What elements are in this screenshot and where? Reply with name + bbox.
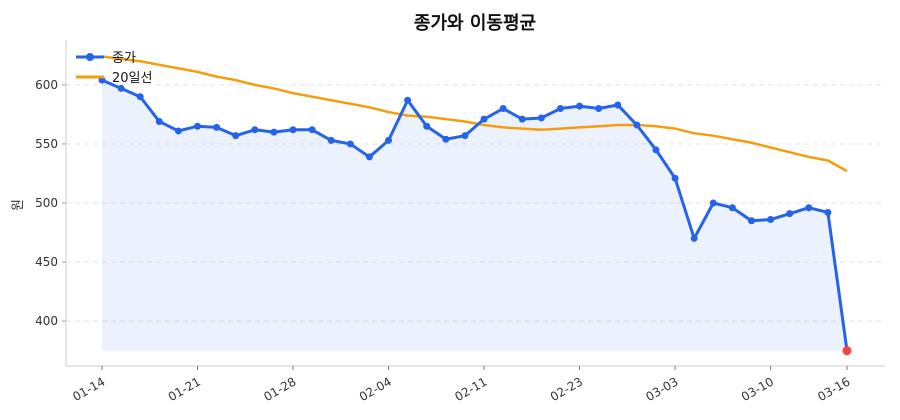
close-point (442, 135, 450, 143)
close-point (633, 121, 641, 129)
close-point (327, 136, 335, 144)
chart-title: 종가와 이동평균 (414, 13, 536, 34)
close-point (174, 127, 182, 135)
close-last-point (842, 346, 852, 356)
close-point (289, 126, 297, 134)
close-point (747, 217, 755, 225)
close-point (480, 115, 488, 123)
close-point (194, 122, 202, 130)
y-tick-label: 500 (35, 196, 58, 210)
close-point (652, 146, 660, 154)
y-tick-label: 450 (35, 255, 58, 269)
x-tick-label: 02-23 (548, 374, 585, 404)
ma20-line (101, 55, 848, 173)
close-point (556, 105, 564, 113)
y-tick-label: 550 (35, 137, 58, 151)
close-point (595, 105, 603, 113)
close-point (308, 126, 316, 134)
close-point (824, 208, 832, 216)
close-point (213, 123, 221, 131)
close-point (251, 126, 259, 134)
close-point (728, 204, 736, 212)
legend: 종가 20일선 (76, 51, 152, 86)
close-point (786, 210, 794, 218)
close-point (671, 174, 679, 182)
close-point (117, 84, 125, 92)
close-point (499, 105, 507, 113)
close-point (232, 132, 240, 140)
x-tick-label: 02-11 (452, 374, 489, 404)
legend-marker-close (86, 53, 94, 61)
close-point (155, 118, 163, 125)
legend-label-close: 종가 (112, 51, 136, 66)
close-area-fill (102, 80, 847, 351)
close-point (365, 153, 373, 161)
close-point (805, 204, 813, 212)
x-tick-label: 02-04 (357, 374, 394, 404)
close-point (461, 132, 469, 140)
x-tick-label: 01-21 (166, 374, 203, 404)
close-point (537, 114, 545, 122)
x-tick-label: 03-16 (815, 374, 852, 404)
x-tick-label: 03-10 (739, 374, 776, 404)
y-tick-label: 400 (35, 314, 58, 328)
close-point (576, 102, 584, 110)
y-tick-label: 600 (35, 78, 58, 92)
close-point (614, 101, 622, 109)
close-point (404, 96, 412, 104)
close-point (690, 234, 698, 242)
legend-label-ma20: 20일선 (112, 71, 152, 86)
close-point (136, 93, 144, 101)
close-point (423, 122, 431, 130)
y-axis-label: 원 (11, 199, 26, 211)
x-tick-label: 01-28 (261, 374, 298, 404)
close-point (767, 216, 775, 224)
close-point (270, 128, 278, 136)
close-point (346, 140, 354, 148)
close-line (101, 78, 849, 351)
close-point (709, 199, 717, 207)
x-tick-label: 01-14 (70, 374, 107, 404)
x-tick-label: 03-03 (643, 374, 680, 404)
close-point (385, 136, 393, 144)
close-point (518, 115, 526, 123)
